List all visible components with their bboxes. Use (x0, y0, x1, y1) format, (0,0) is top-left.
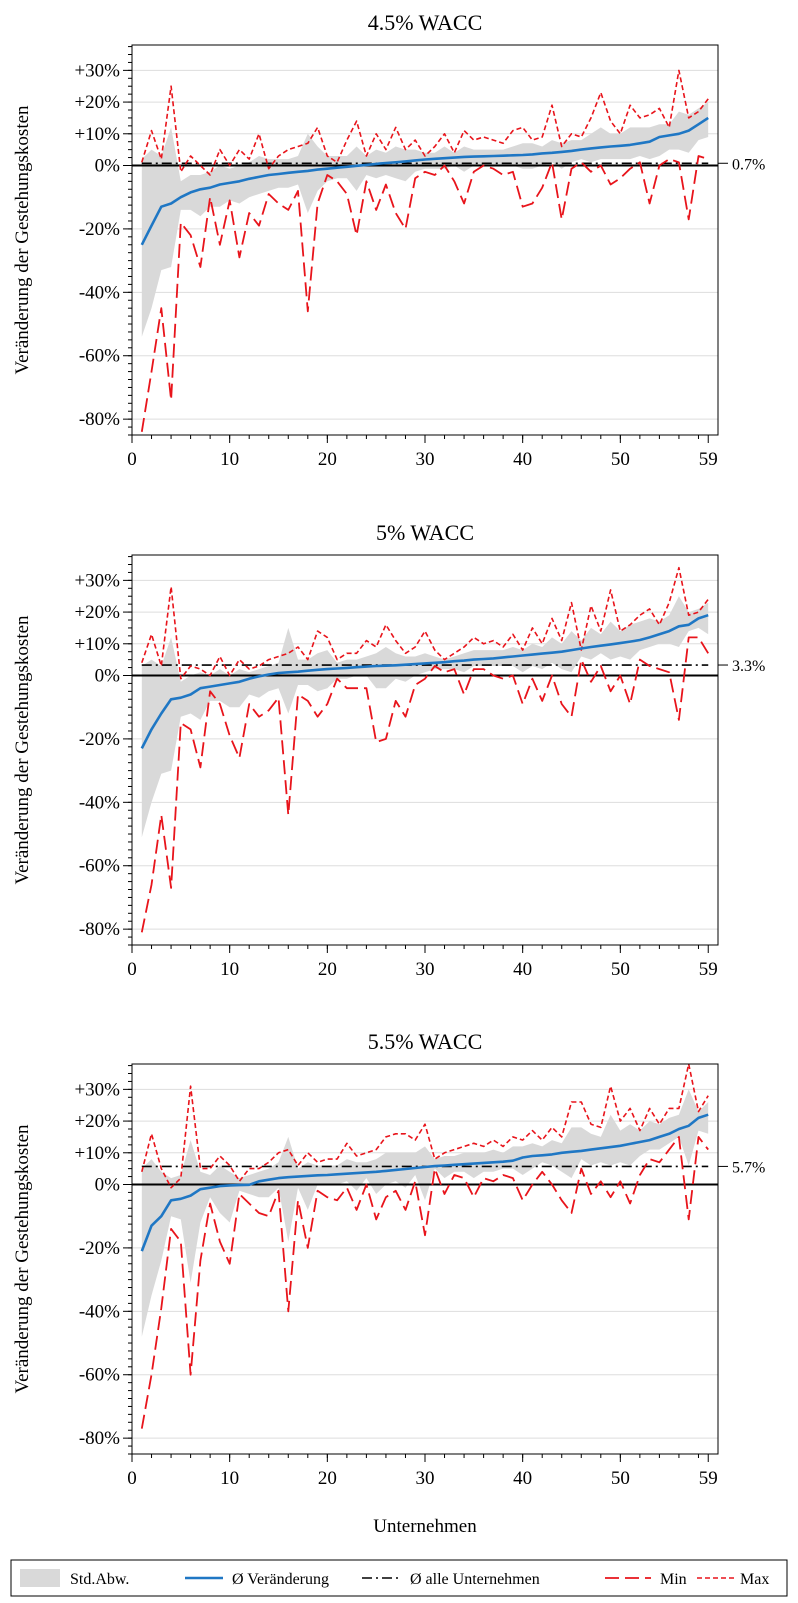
x-tick-label: 59 (699, 959, 718, 980)
chart-panel-2: 5% WACC 0 10 20 30 40 50 59 -80% -60% -40% -20% 0% +1… (12, 520, 765, 980)
legend-label: Ø alle Unternehmen (410, 1571, 540, 1588)
legend: Std.Abw. Ø Veränderung Ø alle Unternehmen M… (10, 1559, 788, 1597)
y-tick-label: 0% (95, 155, 121, 176)
x-tick-label: 50 (611, 449, 630, 470)
y-tick-label: 0% (95, 665, 121, 686)
y-tick-label: +20% (74, 92, 120, 113)
chart-panel-3: 5.5% WACC 0 10 20 30 40 50 59 -80% -60% -40% -20% 0%… (12, 1029, 765, 1489)
x-tick-label: 10 (220, 1468, 239, 1489)
y-axis-title: Veränderung der Gestehungskosten (12, 615, 33, 885)
x-tick-label: 0 (127, 449, 137, 470)
legend-label: Std.Abw. (70, 1571, 129, 1588)
x-tick-label: 30 (416, 959, 435, 980)
std-band-area (141, 102, 709, 337)
chart-panels: 4.5% WACC 0 10 20 30 40 50 59 -80% -60% -40% -20% 0%… (12, 10, 765, 1489)
x-tick-label: 30 (416, 449, 435, 470)
legend-item-max: Max (697, 1571, 769, 1588)
avg-all-label: 5.7% (732, 1159, 765, 1176)
min-line (140, 1136, 709, 1429)
mean-line (140, 613, 709, 749)
std-band-area (141, 596, 709, 838)
y-tick-label: -20% (79, 1238, 120, 1259)
legend-item-avg_all: Ø alle Unternehmen (362, 1571, 540, 1588)
x-tick-label: 59 (699, 1468, 718, 1489)
x-tick-label: 20 (318, 449, 337, 470)
legend-item-min: Min (605, 1571, 687, 1588)
y-tick-label: +10% (74, 1143, 120, 1164)
y-tick-label: -60% (79, 1365, 120, 1386)
max-line (141, 1063, 709, 1189)
y-tick-label: +30% (74, 60, 120, 81)
x-tick-label: 20 (318, 959, 337, 980)
y-tick-label: -40% (79, 282, 120, 303)
y-axis-title: Veränderung der Gestehungskosten (12, 1124, 33, 1394)
y-tick-label: -40% (79, 792, 120, 813)
legend-label: Ø Veränderung (232, 1571, 329, 1588)
legend-label: Max (740, 1571, 769, 1588)
y-tick-label: +20% (74, 602, 120, 623)
y-tick-label: +20% (74, 1111, 120, 1132)
y-axis-title: Veränderung der Gestehungskosten (12, 105, 33, 375)
y-tick-label: -80% (79, 919, 120, 940)
min-line (140, 636, 709, 933)
plot-frame (131, 1063, 719, 1455)
x-tick-label: 59 (699, 449, 718, 470)
max-line (141, 566, 709, 680)
x-tick-label: 40 (513, 1468, 532, 1489)
y-tick-label: +30% (74, 1079, 120, 1100)
y-tick-label: -60% (79, 346, 120, 367)
x-tick-label: 40 (513, 959, 532, 980)
chart-title: 5.5% WACC (368, 1029, 483, 1054)
y-tick-label: +10% (74, 634, 120, 655)
mean-line (140, 116, 709, 246)
max-line (141, 69, 709, 176)
min-line (140, 155, 709, 432)
x-tick-label: 0 (127, 959, 137, 980)
x-tick-label: 10 (220, 959, 239, 980)
y-tick-label: -80% (79, 409, 120, 430)
mean-line (140, 1113, 709, 1252)
std-band-area (141, 1089, 709, 1337)
plot-frame (131, 554, 719, 946)
y-tick-label: -20% (79, 729, 120, 750)
x-tick-label: 50 (611, 959, 630, 980)
x-tick-label: 30 (416, 1468, 435, 1489)
x-tick-label: 50 (611, 1468, 630, 1489)
y-tick-label: -60% (79, 856, 120, 877)
legend-box (10, 1559, 788, 1597)
y-tick-label: +10% (74, 124, 120, 145)
x-tick-label: 10 (220, 449, 239, 470)
avg-all-label: 3.3% (732, 658, 765, 675)
x-axis-title: Unternehmen (373, 1516, 477, 1537)
x-tick-label: 20 (318, 1468, 337, 1489)
legend-label: Min (660, 1571, 687, 1588)
legend-item-mean: Ø Veränderung (185, 1571, 329, 1588)
chart-title: 5% WACC (376, 520, 474, 545)
y-tick-label: -80% (79, 1428, 120, 1449)
plot-frame (131, 44, 719, 436)
y-tick-label: -40% (79, 1301, 120, 1322)
avg-all-label: 0.7% (732, 156, 765, 173)
legend-swatch-band (20, 1569, 60, 1587)
chart-title: 4.5% WACC (368, 10, 483, 35)
chart-panel-1: 4.5% WACC 0 10 20 30 40 50 59 -80% -60% -40% -20% 0%… (12, 10, 765, 470)
x-tick-label: 0 (127, 1468, 137, 1489)
y-tick-label: 0% (95, 1174, 121, 1195)
y-tick-label: -20% (79, 219, 120, 240)
x-tick-label: 40 (513, 449, 532, 470)
y-tick-label: +30% (74, 570, 120, 591)
legend-item-band: Std.Abw. (20, 1569, 129, 1588)
